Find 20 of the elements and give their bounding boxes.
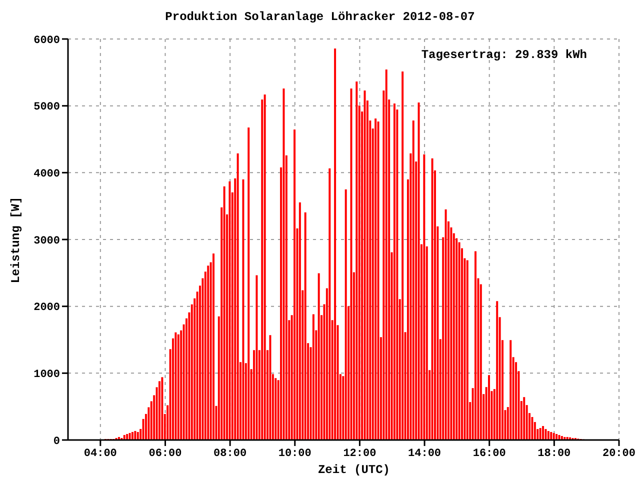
y-tick-label: 2000 [34,302,60,314]
x-tick-label: 06:00 [148,448,182,460]
y-tick-label: 5000 [34,102,60,114]
x-tick-label: 04:00 [84,448,117,460]
y-tick-label: 1000 [34,369,60,382]
x-tick-label: 10:00 [278,448,312,460]
x-axis-title: Zeit (UTC) [316,463,391,477]
y-axis-title: Leistung [W] [9,196,23,284]
y-tick-label: 4000 [34,168,60,181]
x-tick-label: 18:00 [538,448,571,460]
y-tick-label: 6000 [34,34,60,47]
x-tick-label: 16:00 [472,448,506,460]
x-tick-label: 20:00 [602,448,636,460]
x-tick-label: 08:00 [214,448,247,460]
x-tick-label: 12:00 [343,448,376,460]
y-tick-label: 0 [53,436,60,448]
chart-title: Produktion Solaranlage Löhracker 2012-08-07 [164,10,476,24]
x-tick-label: 14:00 [408,448,442,460]
y-tick-label: 3000 [34,235,60,248]
annotation: Tagesertrag: 29.839 kWh [421,48,587,62]
